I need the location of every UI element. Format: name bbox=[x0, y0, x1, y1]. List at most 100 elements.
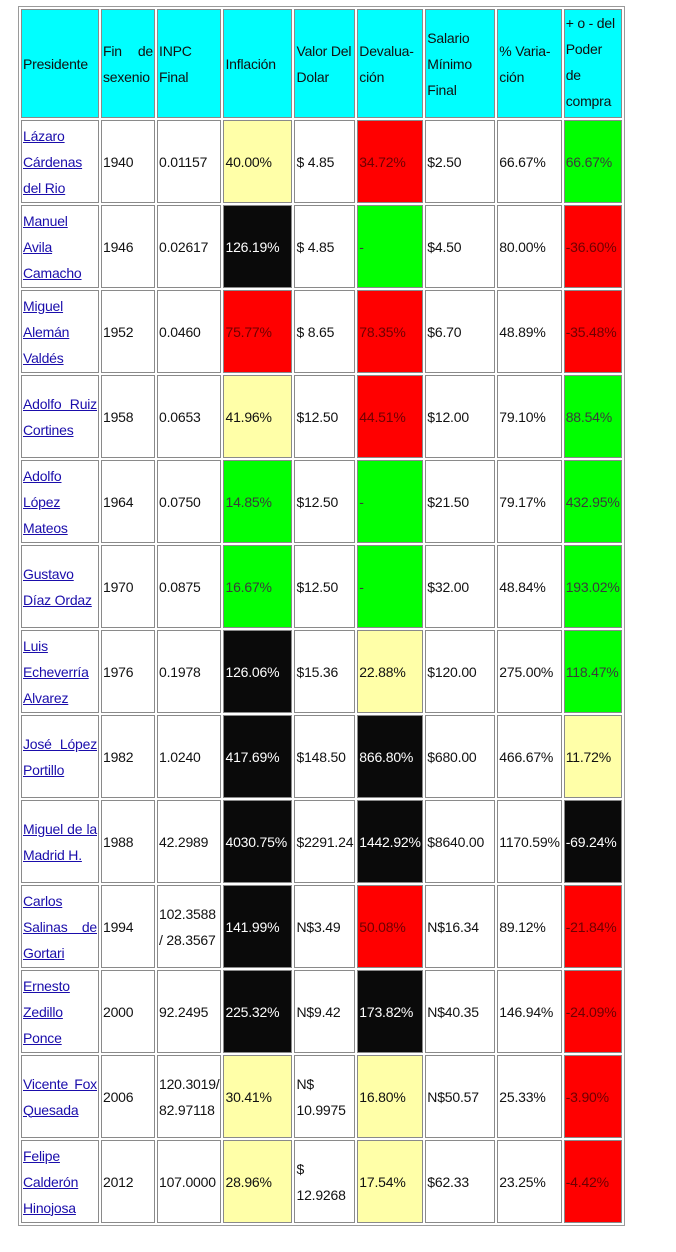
variacion-cell: 48.84% bbox=[497, 545, 562, 628]
president-cell: Ernesto Zedillo Ponce bbox=[21, 970, 99, 1053]
inpc-final-cell: 0.0653 bbox=[157, 375, 222, 458]
president-link[interactable]: Miguel de la Madrid H. bbox=[23, 820, 97, 863]
inpc-final-cell: 0.0875 bbox=[157, 545, 222, 628]
valor-dolar-cell: $12.50 bbox=[294, 545, 356, 628]
table-row: Adolfo Ruiz Cortines 1958 0.0653 41.96% $12.… bbox=[21, 375, 622, 458]
devaluacion-cell: 1442.92% bbox=[357, 800, 424, 883]
president-link[interactable]: Adolfo López Mateos bbox=[23, 467, 68, 536]
inpc-final-cell: 0.0460 bbox=[157, 290, 222, 373]
fin-sexenio-cell: 1946 bbox=[101, 205, 155, 288]
variacion-cell: 48.89% bbox=[497, 290, 562, 373]
president-link[interactable]: Manuel Avila Camacho bbox=[23, 212, 82, 281]
header-inflacion: Inflación bbox=[223, 9, 293, 118]
variacion-cell: 80.00% bbox=[497, 205, 562, 288]
fin-sexenio-cell: 1982 bbox=[101, 715, 155, 798]
president-link[interactable]: Miguel Alemán Valdés bbox=[23, 297, 70, 366]
inflacion-cell: 41.96% bbox=[223, 375, 293, 458]
poder-compra-cell: 432.95% bbox=[563, 460, 622, 543]
inpc-final-cell: 102.3588 / 28.3567 bbox=[157, 885, 222, 968]
inflacion-cell: 417.69% bbox=[223, 715, 293, 798]
salario-minimo-cell: $680.00 bbox=[425, 715, 496, 798]
inflacion-cell: 4030.75% bbox=[223, 800, 293, 883]
fin-sexenio-cell: 1970 bbox=[101, 545, 155, 628]
table-row: Miguel Alemán Valdés 1952 0.0460 75.77% $ 8.… bbox=[21, 290, 622, 373]
devaluacion-cell: 866.80% bbox=[357, 715, 424, 798]
variacion-cell: 1170.59% bbox=[497, 800, 562, 883]
president-link[interactable]: Vicente Fox Quesada bbox=[23, 1075, 97, 1118]
variacion-cell: 89.12% bbox=[497, 885, 562, 968]
valor-dolar-cell: $2291.24 bbox=[294, 800, 356, 883]
salario-minimo-cell: $120.00 bbox=[425, 630, 496, 713]
president-cell: Manuel Avila Camacho bbox=[21, 205, 99, 288]
salario-minimo-cell: $6.70 bbox=[425, 290, 496, 373]
devaluacion-cell: 34.72% bbox=[357, 120, 424, 203]
devaluacion-cell: 16.80% bbox=[357, 1055, 424, 1138]
president-cell: Felipe Calderón Hinojosa bbox=[21, 1140, 99, 1223]
variacion-cell: 275.00% bbox=[497, 630, 562, 713]
fin-sexenio-cell: 1976 bbox=[101, 630, 155, 713]
fin-sexenio-cell: 1958 bbox=[101, 375, 155, 458]
valor-dolar-cell: $12.50 bbox=[294, 460, 356, 543]
president-link[interactable]: Ernesto Zedillo Ponce bbox=[23, 977, 70, 1046]
variacion-cell: 146.94% bbox=[497, 970, 562, 1053]
table-row: Carlos Salinas de Gortari 1994 102.3588 / … bbox=[21, 885, 622, 968]
president-cell: Vicente Fox Quesada bbox=[21, 1055, 99, 1138]
valor-dolar-cell: N$ 10.9975 bbox=[294, 1055, 356, 1138]
fin-sexenio-cell: 1994 bbox=[101, 885, 155, 968]
president-cell: Luis Echeverría Alvarez bbox=[21, 630, 99, 713]
header-valor-del-dolar: Valor Del Dolar bbox=[294, 9, 356, 118]
president-link[interactable]: Adolfo Ruiz Cortines bbox=[23, 395, 97, 438]
salario-minimo-cell: N$40.35 bbox=[425, 970, 496, 1053]
valor-dolar-cell: $ 4.85 bbox=[294, 205, 356, 288]
fin-sexenio-cell: 2000 bbox=[101, 970, 155, 1053]
header-row: Presidente Fin de sexenio INPC Final Inf… bbox=[21, 9, 622, 118]
inflacion-cell: 14.85% bbox=[223, 460, 293, 543]
poder-compra-cell: -36.60% bbox=[563, 205, 622, 288]
poder-compra-cell: 118.47% bbox=[563, 630, 622, 713]
fin-sexenio-cell: 2006 bbox=[101, 1055, 155, 1138]
inflacion-cell: 16.67% bbox=[223, 545, 293, 628]
devaluacion-cell: - bbox=[357, 205, 424, 288]
fin-sexenio-cell: 1940 bbox=[101, 120, 155, 203]
president-cell: Adolfo López Mateos bbox=[21, 460, 99, 543]
fin-sexenio-cell: 1988 bbox=[101, 800, 155, 883]
president-cell: Gustavo Díaz Ordaz bbox=[21, 545, 99, 628]
inflacion-cell: 40.00% bbox=[223, 120, 293, 203]
poder-compra-cell: -21.84% bbox=[563, 885, 622, 968]
table-row: Adolfo López Mateos 1964 0.0750 14.85% $12.5… bbox=[21, 460, 622, 543]
poder-compra-cell: -69.24% bbox=[563, 800, 622, 883]
presidents-economic-table: Presidente Fin de sexenio INPC Final Inf… bbox=[18, 6, 625, 1226]
valor-dolar-cell: $12.50 bbox=[294, 375, 356, 458]
inpc-final-cell: 0.0750 bbox=[157, 460, 222, 543]
valor-dolar-cell: $148.50 bbox=[294, 715, 356, 798]
variacion-cell: 23.25% bbox=[497, 1140, 562, 1223]
salario-minimo-cell: $21.50 bbox=[425, 460, 496, 543]
valor-dolar-cell: $15.36 bbox=[294, 630, 356, 713]
fin-sexenio-cell: 2012 bbox=[101, 1140, 155, 1223]
president-link[interactable]: Lázaro Cárdenas del Rio bbox=[23, 127, 83, 196]
salario-minimo-cell: N$16.34 bbox=[425, 885, 496, 968]
president-link[interactable]: Gustavo Díaz Ordaz bbox=[23, 565, 92, 608]
inflacion-cell: 126.19% bbox=[223, 205, 293, 288]
president-cell: Lázaro Cárdenas del Rio bbox=[21, 120, 99, 203]
header-poder-de-compra: + o - del Poder de compra bbox=[563, 9, 622, 118]
table-body: Lázaro Cárdenas del Rio 1940 0.01157 40.00%… bbox=[21, 120, 622, 1223]
valor-dolar-cell: $ 8.65 bbox=[294, 290, 356, 373]
header-fin-de-sexenio: Fin de sexenio bbox=[101, 9, 155, 118]
variacion-cell: 25.33% bbox=[497, 1055, 562, 1138]
president-link[interactable]: Luis Echeverría Alvarez bbox=[23, 637, 89, 706]
inflacion-cell: 75.77% bbox=[223, 290, 293, 373]
president-link[interactable]: Carlos Salinas de Gortari bbox=[23, 892, 97, 961]
president-link[interactable]: José López Portillo bbox=[23, 735, 97, 778]
salario-minimo-cell: $2.50 bbox=[425, 120, 496, 203]
variacion-cell: 66.67% bbox=[497, 120, 562, 203]
poder-compra-cell: -3.90% bbox=[563, 1055, 622, 1138]
inflacion-cell: 30.41% bbox=[223, 1055, 293, 1138]
devaluacion-cell: 17.54% bbox=[357, 1140, 424, 1223]
poder-compra-cell: 66.67% bbox=[563, 120, 622, 203]
header-inpc-final: INPC Final bbox=[157, 9, 222, 118]
header-variacion: % Varia-ción bbox=[497, 9, 562, 118]
president-link[interactable]: Felipe Calderón Hinojosa bbox=[23, 1147, 79, 1216]
valor-dolar-cell: $ 12.9268 bbox=[294, 1140, 356, 1223]
table-row: José López Portillo 1982 1.0240 417.69% $148… bbox=[21, 715, 622, 798]
